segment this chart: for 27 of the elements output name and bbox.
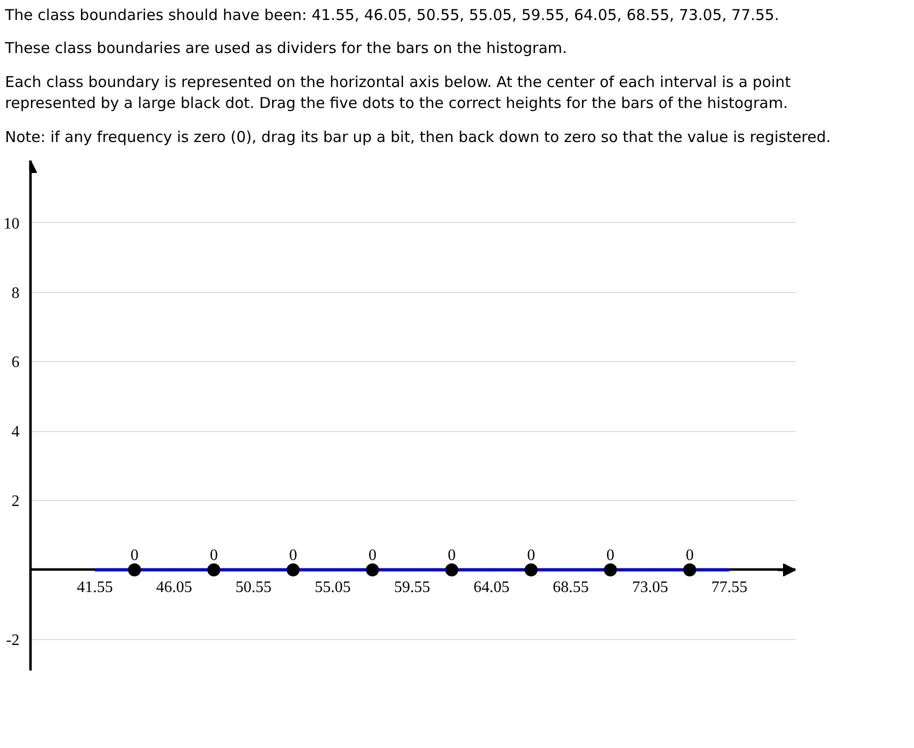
text: Note: if any frequency is zero (0), drag its bar up a bit, then back down to zero so that the value is registered. bbox=[5, 126, 831, 148]
x-tick-label: 59.55 bbox=[394, 578, 430, 596]
x-tick-label: 41.55 bbox=[76, 578, 113, 596]
data-label: 0 bbox=[527, 546, 536, 564]
y-tick-label: 6 bbox=[12, 354, 20, 372]
x-tick-label: 50.55 bbox=[235, 578, 272, 596]
text: The class boundaries should have been: 41.55, 46.05, 50.55, 55.05, 59.55, 64.05, 68.55, 73.05, 77.55. bbox=[5, 5, 780, 26]
data-label: 0 bbox=[368, 546, 376, 564]
x-tick-label: 68.55 bbox=[552, 578, 589, 596]
x-tick-label: 55.05 bbox=[314, 578, 351, 596]
y-tick-label: -2 bbox=[6, 632, 20, 649]
y-tick-label: 4 bbox=[12, 424, 20, 441]
x-tick-label: 77.55 bbox=[711, 578, 748, 596]
text: These class boundaries are used as dividers for the bars on the histogram. bbox=[5, 38, 568, 60]
data-label: 0 bbox=[448, 546, 456, 564]
text: Each class boundary is represented on the horizontal axis below. At the center of each interval is a point represented by a large black dot. Drag the five dots to the correct heights for the bars of the histogram. bbox=[5, 72, 792, 114]
data-label: 0 bbox=[130, 546, 138, 564]
x-tick-label: 64.05 bbox=[473, 578, 510, 596]
x-tick-label: 46.05 bbox=[156, 578, 192, 596]
y-tick-label: 8 bbox=[12, 284, 20, 302]
data-label: 0 bbox=[606, 546, 614, 564]
data-label: 0 bbox=[686, 546, 694, 564]
data-label: 0 bbox=[289, 546, 298, 564]
data-label: 0 bbox=[210, 546, 218, 564]
y-tick-label: 2 bbox=[12, 493, 20, 510]
x-tick-label: 73.05 bbox=[632, 578, 668, 596]
y-tick-label: 10 bbox=[4, 216, 20, 233]
